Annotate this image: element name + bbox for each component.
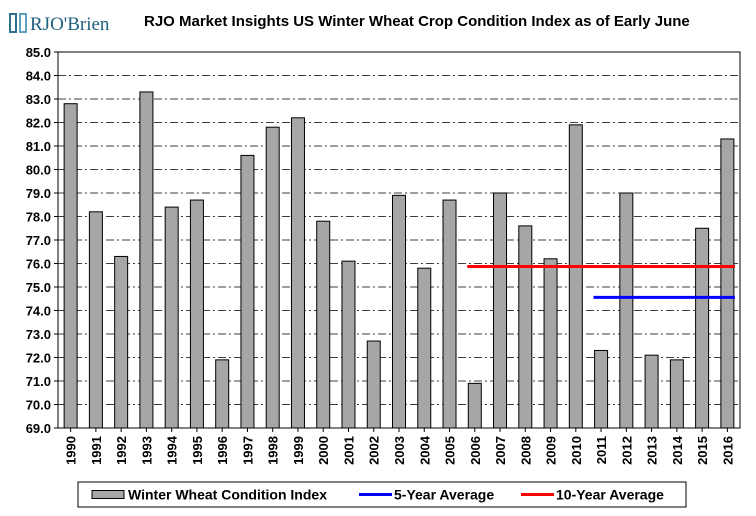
bar [392,194,406,429]
x-tick-label: 1998 [266,436,281,465]
logo-wordmark: RJO'Brien [30,14,110,35]
y-tick-label: 85.0 [26,45,51,60]
x-tick-label: 1997 [240,436,255,465]
legend-label: Winter Wheat Condition Index [128,487,327,503]
bar [720,138,735,429]
bar [316,220,331,429]
x-tick-label: 2007 [493,436,508,465]
y-tick-label: 80.0 [26,163,51,178]
legend-label: 5-Year Average [394,487,494,503]
y-tick-label: 76.0 [26,257,51,272]
bar [164,206,179,429]
x-tick-label: 2014 [670,435,685,465]
y-tick-label: 69.0 [26,421,51,436]
chart-title: RJO Market Insights US Winter Wheat Crop… [144,13,690,30]
y-tick-label: 70.0 [26,398,51,413]
x-tick-label: 2001 [341,436,356,465]
y-tick-label: 83.0 [26,92,51,107]
y-tick-label: 84.0 [26,69,51,84]
x-tick-label: 2013 [645,436,660,465]
bar [543,258,558,429]
x-tick-label: 2015 [695,436,710,465]
bar [139,91,154,429]
bar [644,354,659,429]
rjo-logo-mark [9,13,27,33]
y-tick-label: 74.0 [26,304,51,319]
legend: Winter Wheat Condition Index 5-Year Avera… [77,481,687,508]
y-tick-label: 79.0 [26,186,51,201]
bar [341,260,356,429]
x-tick-label: 2009 [544,436,559,465]
x-tick-label: 1991 [89,436,104,465]
rjo-brien-logo: RJO'Brien [9,13,110,35]
bar [63,103,78,429]
y-axis-ticks: 69.0 70.0 71.0 72.0 73.0 74.0 75.0 76.0 77.0 78.0… [26,45,58,436]
bar [265,126,280,429]
legend-swatch-bar [91,490,125,499]
bar-series [63,91,735,429]
x-tick-label: 2000 [316,436,331,465]
bar [568,124,583,429]
bar [619,192,634,429]
average-lines [467,265,735,299]
bar [290,117,305,429]
bar [493,192,508,429]
bar [114,255,129,429]
x-tick-label: 2004 [417,435,432,465]
x-tick-label: 2012 [619,436,634,465]
x-tick-label: 2002 [367,436,382,465]
y-tick-label: 81.0 [26,139,51,154]
x-tick-label: 2006 [468,436,483,465]
y-tick-label: 72.0 [26,351,51,366]
bar [695,227,710,429]
x-tick-label: 2011 [594,436,609,464]
bar [88,211,103,429]
y-tick-label: 82.0 [26,116,51,131]
x-tick-label: 1995 [190,436,205,465]
bar [594,349,609,429]
bar [518,225,533,429]
y-tick-label: 78.0 [26,210,51,225]
bar [467,382,482,429]
y-tick-label: 71.0 [26,374,51,389]
x-tick-label: 1992 [114,436,129,465]
y-tick-label: 75.0 [26,280,51,295]
bar [240,154,255,429]
x-tick-label: 1994 [165,435,180,465]
x-tick-label: 2003 [392,436,407,465]
x-axis-ticks: 1990 1991 1992 1993 1994 1995 1996 1997 1998 1999… [64,428,735,465]
x-tick-label: 1993 [139,436,154,465]
y-tick-label: 73.0 [26,327,51,342]
x-tick-label: 2010 [569,436,584,465]
x-tick-label: 1996 [215,436,230,465]
bar [417,267,432,429]
bar [189,199,204,429]
x-tick-label: 2005 [443,436,458,465]
x-tick-label: 1990 [64,436,79,465]
x-tick-label: 2016 [720,436,735,465]
y-tick-label: 77.0 [26,233,51,248]
bar [442,199,457,429]
x-tick-label: 1999 [291,436,306,465]
x-tick-label: 2008 [518,436,533,465]
bar [669,359,684,429]
legend-label: 10-Year Average [556,487,664,503]
bar [215,359,230,429]
bar [366,340,381,429]
